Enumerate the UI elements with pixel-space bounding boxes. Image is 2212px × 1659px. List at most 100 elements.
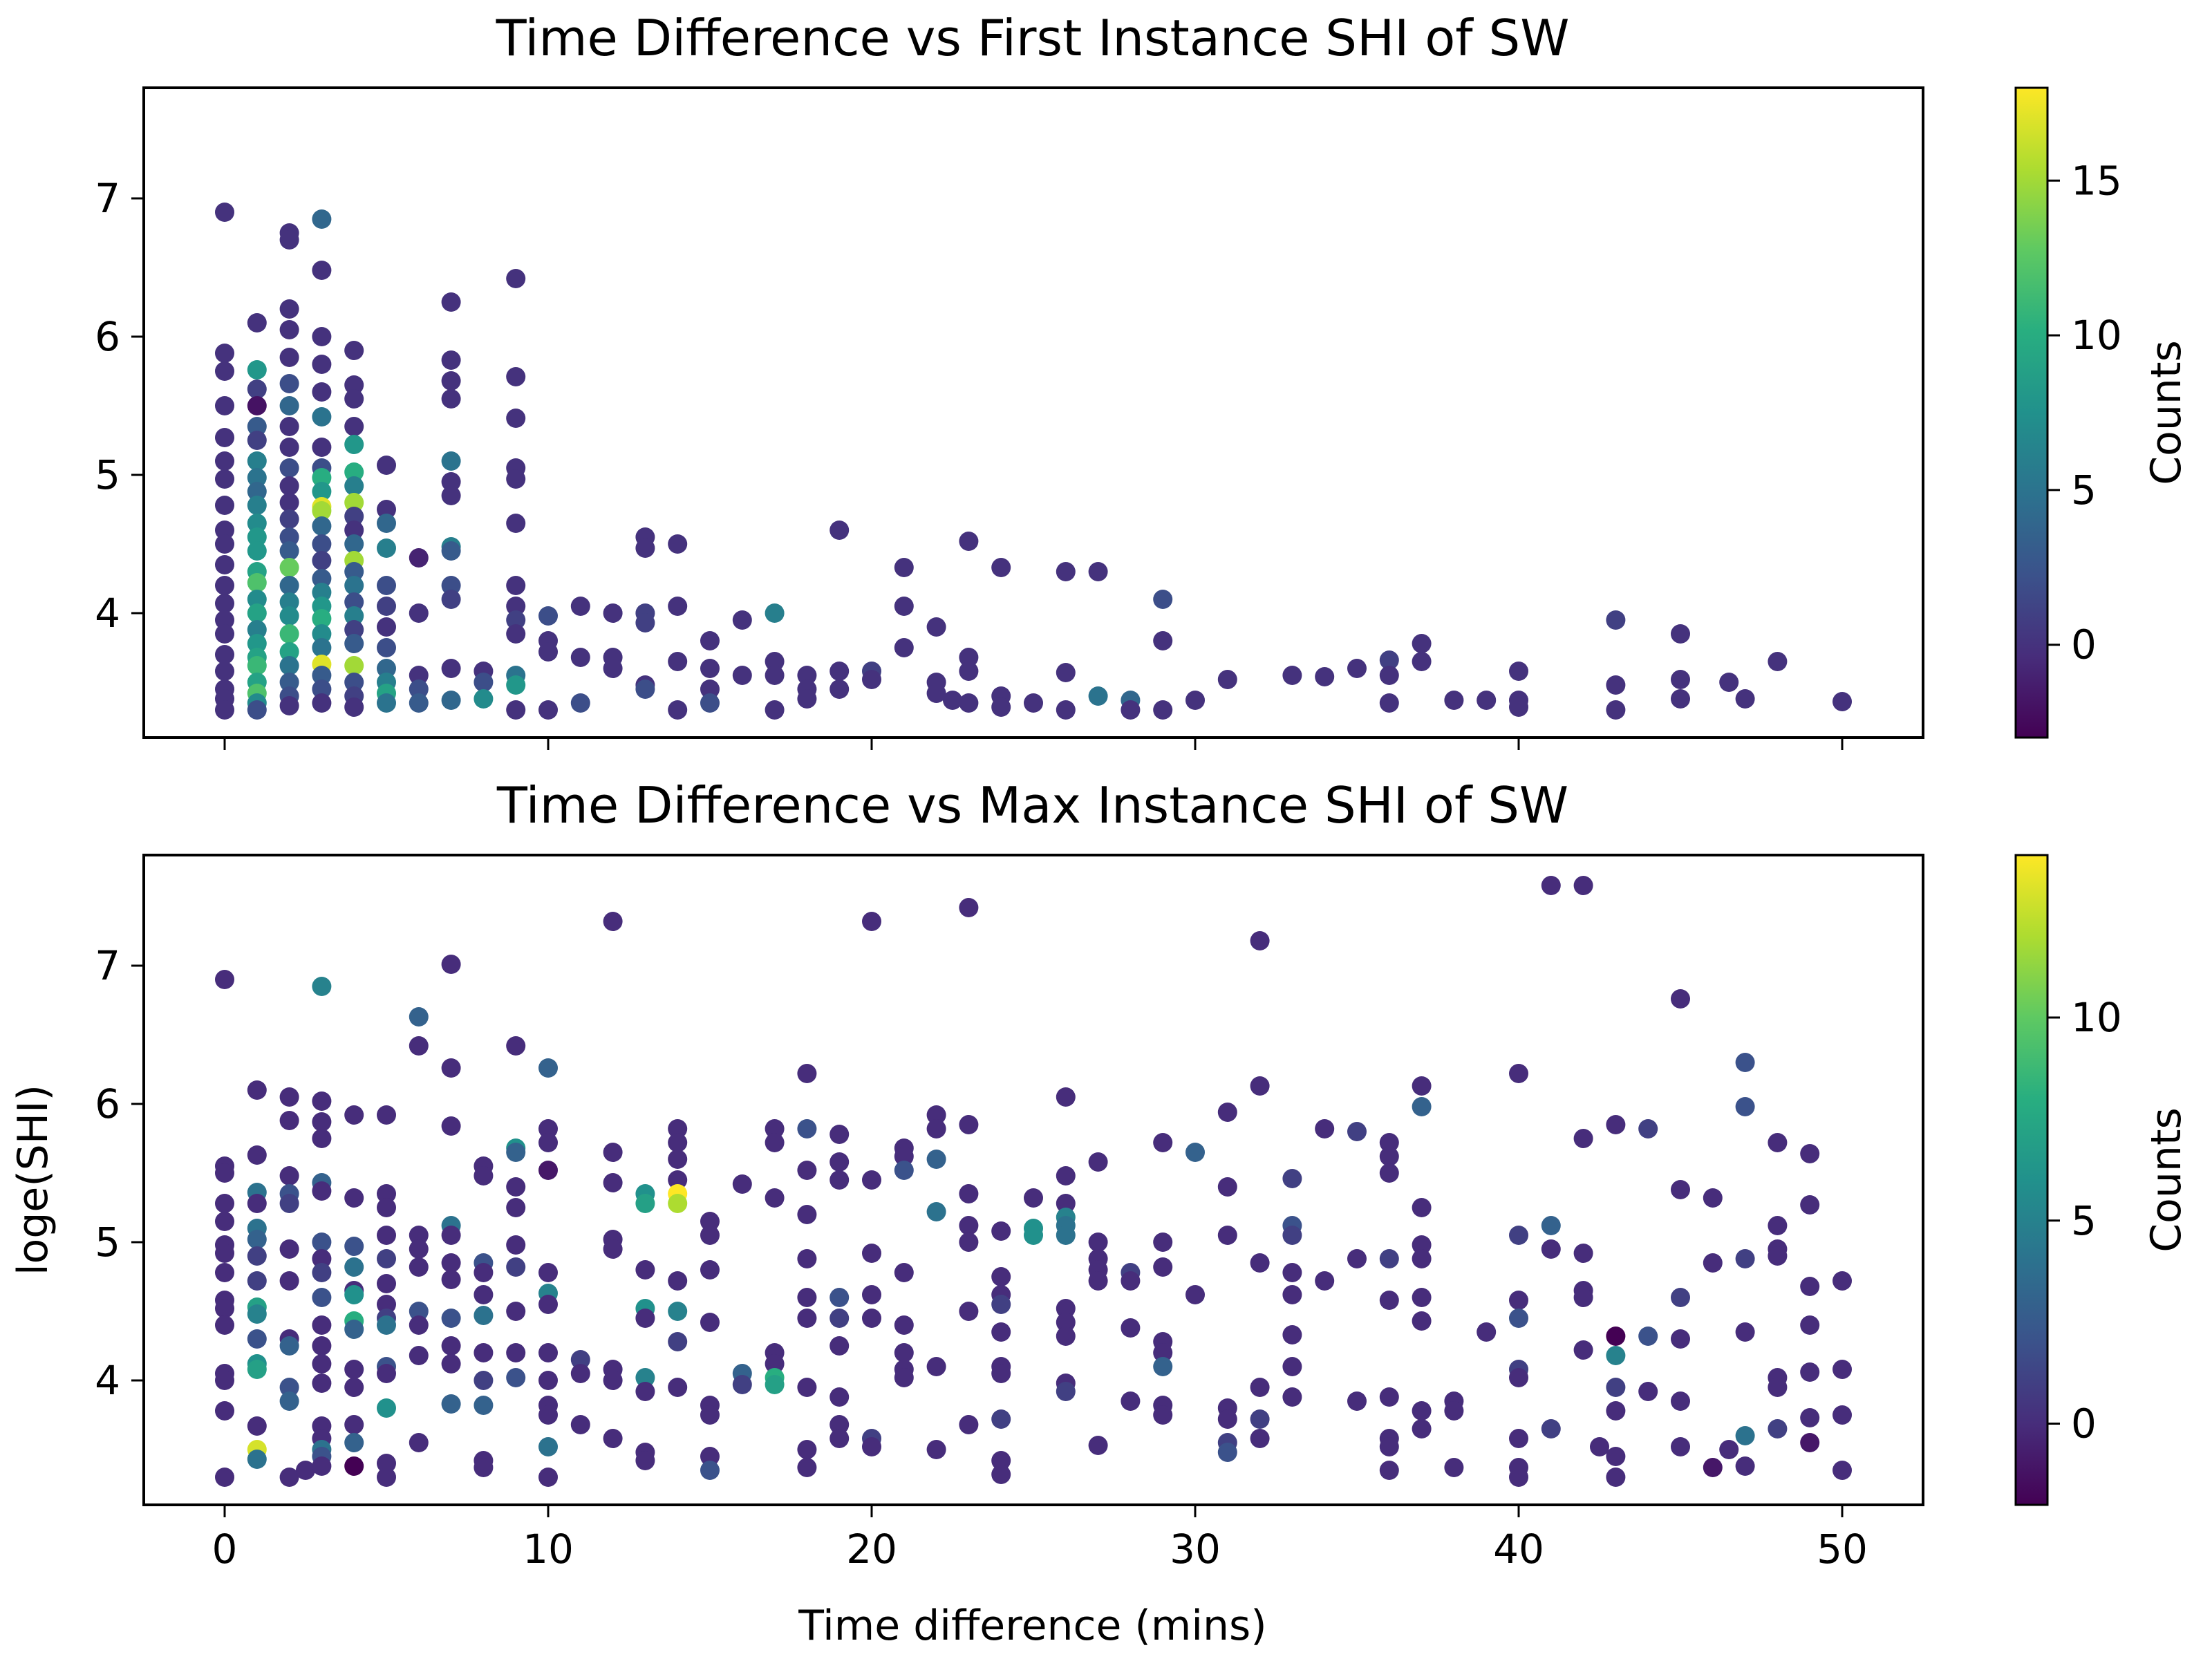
data-point [959,532,979,551]
data-point [1217,1226,1237,1245]
data-point [1800,1408,1820,1427]
data-point [344,634,364,653]
data-point [344,697,364,717]
data-point [474,1306,494,1325]
data-point [215,662,234,681]
data-point [862,1244,881,1263]
data-point [215,521,234,540]
data-point [377,659,396,678]
y-tick-label: 6 [95,1080,120,1127]
data-point [1509,1368,1528,1387]
data-point [279,509,299,529]
data-point [1703,1458,1723,1477]
data-point [1768,652,1788,671]
data-point [830,1336,850,1356]
data-point [1573,1129,1593,1148]
data-point [1671,1180,1690,1199]
data-point [377,1274,396,1293]
data-point [441,292,461,312]
data-point [247,360,267,379]
data-point [312,609,332,628]
data-point [1347,1249,1367,1268]
data-point [474,673,494,692]
data-point [797,1288,817,1307]
data-point [474,1343,494,1362]
data-point [1412,1198,1432,1217]
data-point [247,700,267,720]
data-point [1379,1291,1399,1310]
data-point [700,1405,720,1425]
data-point [1800,1195,1820,1215]
data-point [1412,1097,1432,1116]
data-point [312,1288,332,1307]
data-point [441,691,461,710]
data-point [538,700,558,720]
data-point [279,476,299,496]
data-point [441,1336,461,1356]
data-point [441,371,461,391]
data-point [894,1368,914,1387]
data-point [441,451,461,471]
data-point [441,541,461,561]
data-point [1056,700,1076,720]
data-point [377,1398,396,1418]
data-point [344,576,364,595]
data-point [1153,1232,1173,1252]
data-point [1088,1152,1108,1172]
data-point [1153,1357,1173,1376]
y-tick-label: 7 [95,175,120,222]
data-point [732,1375,752,1394]
data-point [344,1456,364,1476]
data-point [1768,1216,1788,1235]
data-point [959,1216,979,1235]
data-point [732,666,752,685]
top-panel: Time Difference vs First Instance SHI of… [95,9,2191,750]
data-point [830,1309,850,1328]
data-point [1024,693,1043,713]
data-point [603,1239,623,1259]
data-point [700,679,720,699]
data-point [279,527,299,547]
data-point [1282,1226,1302,1245]
data-point [279,438,299,457]
data-point [441,350,461,370]
data-point [1379,1387,1399,1407]
data-point [797,1458,817,1477]
data-point [506,1177,526,1197]
data-point [215,1263,234,1282]
data-point [635,1194,655,1213]
data-point [409,666,429,685]
data-point [215,469,234,489]
data-point [538,1058,558,1078]
data-point [279,1111,299,1130]
data-point [215,1315,234,1335]
data-point [830,1288,850,1307]
data-point [1573,1244,1593,1263]
data-point [1121,700,1141,720]
data-point [538,1468,558,1487]
data-point [247,1230,267,1249]
data-point [441,1309,461,1328]
data-point [1088,1271,1108,1291]
data-point [377,1198,396,1217]
data-point [1379,650,1399,670]
data-point [1153,700,1173,720]
data-point [1573,876,1593,895]
data-point [1573,1288,1593,1307]
data-point [377,576,396,595]
colorbar-tick-label: 15 [2071,157,2122,204]
data-point [1315,1119,1335,1138]
data-point [603,1429,623,1448]
data-point [506,675,526,695]
data-point [991,1364,1011,1383]
data-point [215,610,234,630]
data-point [1606,700,1626,720]
data-point [1800,1315,1820,1335]
data-point [830,1170,850,1190]
data-point [959,1415,979,1434]
colorbar-tick-label: 0 [2071,1400,2097,1447]
data-point [538,1295,558,1314]
data-point [344,1285,364,1304]
data-point [312,1129,332,1148]
data-point [1412,1311,1432,1331]
